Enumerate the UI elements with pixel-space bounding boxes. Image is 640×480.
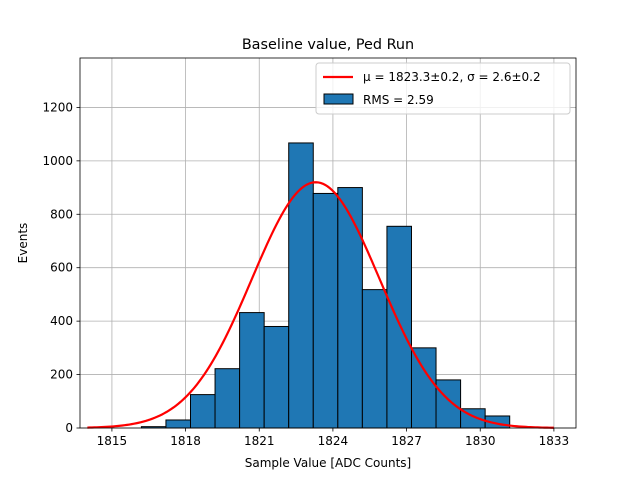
legend-rms-label: RMS = 2.59 xyxy=(363,93,434,107)
histogram-bars xyxy=(140,142,511,429)
fit-curve xyxy=(87,181,554,429)
x-tick-label: 1818 xyxy=(170,434,201,448)
y-axis-label: Events xyxy=(16,223,30,264)
histogram-bar xyxy=(189,394,216,429)
histogram-bar xyxy=(435,379,462,429)
legend-box xyxy=(315,62,571,115)
histogram-bar xyxy=(337,187,363,429)
legend-fit-label: μ = 1823.3±0.2, σ = 2.6±0.2 xyxy=(363,70,541,84)
y-tick-label: 600 xyxy=(50,261,73,275)
x-tick-label: 1821 xyxy=(244,434,275,448)
histogram-bar xyxy=(361,289,388,429)
x-tick-label: 1827 xyxy=(391,434,422,448)
x-tick-label: 1824 xyxy=(318,434,349,448)
legend-rms-swatch xyxy=(323,93,354,105)
histogram-bar xyxy=(214,368,241,429)
histogram-bar xyxy=(165,419,191,429)
histogram-bar xyxy=(239,312,265,429)
x-tick-label: 1830 xyxy=(465,434,496,448)
y-tick-label: 400 xyxy=(50,314,73,328)
histogram-bar xyxy=(263,325,290,429)
y-tick-label: 1000 xyxy=(42,154,73,168)
histogram-bar xyxy=(312,192,339,429)
histogram-bar xyxy=(386,225,412,429)
y-tick-label: 800 xyxy=(50,207,73,221)
plot-frame xyxy=(79,57,577,429)
x-tick-label: 1833 xyxy=(539,434,570,448)
x-tick-label: 1815 xyxy=(97,434,128,448)
gaussian-fit xyxy=(87,181,554,429)
histogram-bar xyxy=(410,347,437,429)
y-tick-label: 1200 xyxy=(42,100,73,114)
histogram-bar xyxy=(288,142,314,429)
legend: μ = 1823.3±0.2, σ = 2.6±0.2 RMS = 2.59 xyxy=(315,62,571,115)
x-axis-label: Sample Value [ADC Counts] xyxy=(245,456,411,470)
x-axis-ticks: 1815 1818 1821 1824 1827 1830 1833 xyxy=(97,428,570,448)
y-tick-label: 200 xyxy=(50,368,73,382)
chart-title: Baseline value, Ped Run xyxy=(242,37,414,53)
y-axis-ticks: 0 200 400 600 800 1000 1200 xyxy=(42,100,80,435)
y-tick-label: 0 xyxy=(65,421,73,435)
